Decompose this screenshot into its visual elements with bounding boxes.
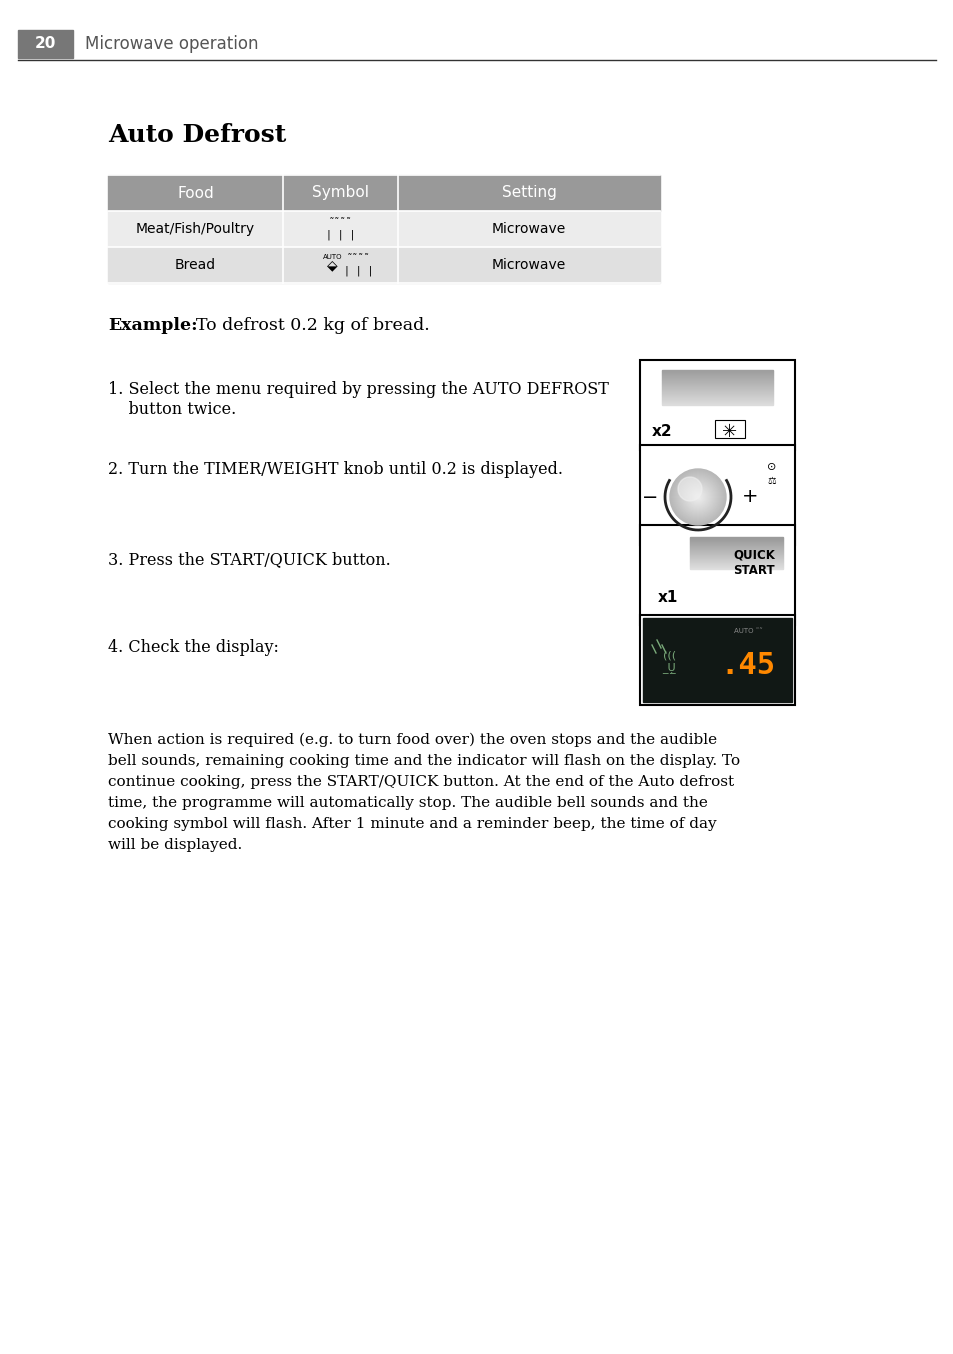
Text: −: − xyxy=(641,487,658,506)
Circle shape xyxy=(681,481,713,513)
Text: Bread: Bread xyxy=(174,259,215,272)
Bar xyxy=(639,615,794,705)
Text: AUTO ˜˜: AUTO ˜˜ xyxy=(733,628,761,634)
Circle shape xyxy=(679,479,716,515)
Text: +: + xyxy=(741,487,758,506)
Circle shape xyxy=(684,483,710,510)
Circle shape xyxy=(677,477,719,519)
Text: Example:: Example: xyxy=(108,317,197,333)
Circle shape xyxy=(687,487,707,506)
Circle shape xyxy=(686,486,708,508)
Text: continue cooking, press the START/QUICK button. At the end of the Auto defrost: continue cooking, press the START/QUICK … xyxy=(108,774,734,789)
Circle shape xyxy=(697,496,699,498)
Text: will be displayed.: will be displayed. xyxy=(108,838,242,852)
Bar xyxy=(714,420,744,437)
Circle shape xyxy=(691,492,703,502)
Circle shape xyxy=(685,485,709,509)
Circle shape xyxy=(692,492,702,502)
Bar xyxy=(642,617,791,701)
Circle shape xyxy=(695,494,700,500)
Circle shape xyxy=(682,482,712,512)
Text: 4. Check the display:: 4. Check the display: xyxy=(108,639,278,657)
Text: bell sounds, remaining cooking time and the indicator will flash on the display.: bell sounds, remaining cooking time and … xyxy=(108,754,740,768)
Text: Microwave: Microwave xyxy=(492,259,565,272)
Circle shape xyxy=(678,477,701,501)
Circle shape xyxy=(669,468,725,525)
Text: When action is required (e.g. to turn food over) the oven stops and the audible: When action is required (e.g. to turn fo… xyxy=(108,733,717,747)
Text: Auto Defrost: Auto Defrost xyxy=(108,123,286,148)
Bar xyxy=(18,30,73,58)
Text: ✳: ✳ xyxy=(721,422,737,441)
Text: x1: x1 xyxy=(658,589,678,604)
Text: 2. Turn the TIMER/WEIGHT knob until 0.2 is displayed.: 2. Turn the TIMER/WEIGHT knob until 0.2 … xyxy=(108,462,562,478)
Text: (((
 ̲Ụ̲: ((( ̲Ụ̲ xyxy=(662,651,676,673)
Text: AUTO: AUTO xyxy=(322,255,342,260)
Text: Food: Food xyxy=(177,185,213,200)
Text: button twice.: button twice. xyxy=(108,402,236,418)
Circle shape xyxy=(688,487,706,506)
Circle shape xyxy=(689,489,705,505)
Circle shape xyxy=(676,475,720,519)
Text: QUICK: QUICK xyxy=(732,548,774,562)
Text: Microwave: Microwave xyxy=(492,222,565,236)
Text: 20: 20 xyxy=(34,37,56,51)
Text: 3. Press the START/QUICK button.: 3. Press the START/QUICK button. xyxy=(108,551,391,569)
Text: Symbol: Symbol xyxy=(312,185,369,200)
Circle shape xyxy=(678,477,718,517)
Bar xyxy=(639,525,794,626)
Text: ˜˜˜˜
| | |: ˜˜˜˜ | | | xyxy=(326,218,355,240)
Text: Microwave operation: Microwave operation xyxy=(85,35,258,53)
Text: .45: .45 xyxy=(720,650,775,680)
Text: START: START xyxy=(733,563,774,577)
Circle shape xyxy=(696,496,700,500)
Bar xyxy=(108,211,659,246)
Text: ⬙: ⬙ xyxy=(327,259,337,272)
Bar xyxy=(108,246,659,283)
Text: ⚖: ⚖ xyxy=(767,477,776,486)
Circle shape xyxy=(683,483,711,510)
Bar xyxy=(639,445,794,546)
Text: time, the programme will automatically stop. The audible bell sounds and the: time, the programme will automatically s… xyxy=(108,796,707,810)
Bar xyxy=(639,360,794,450)
Text: To defrost 0.2 kg of bread.: To defrost 0.2 kg of bread. xyxy=(195,317,429,333)
Text: ˜˜˜˜
| | |: ˜˜˜˜ | | | xyxy=(343,255,373,276)
Text: Meat/Fish/Poultry: Meat/Fish/Poultry xyxy=(135,222,254,236)
Circle shape xyxy=(693,493,701,501)
Text: cooking symbol will flash. After 1 minute and a reminder beep, the time of day: cooking symbol will flash. After 1 minut… xyxy=(108,816,716,831)
Bar xyxy=(108,175,659,211)
Circle shape xyxy=(673,473,721,521)
Circle shape xyxy=(672,473,722,523)
Circle shape xyxy=(671,471,723,523)
Text: 1. Select the menu required by pressing the AUTO DEFROST: 1. Select the menu required by pressing … xyxy=(108,382,608,398)
Circle shape xyxy=(679,478,717,516)
Circle shape xyxy=(680,481,714,515)
Circle shape xyxy=(670,470,724,524)
Text: ⊙: ⊙ xyxy=(766,462,776,473)
Circle shape xyxy=(690,490,704,504)
Text: x2: x2 xyxy=(651,425,672,440)
Text: Setting: Setting xyxy=(501,185,556,200)
Circle shape xyxy=(675,474,720,520)
